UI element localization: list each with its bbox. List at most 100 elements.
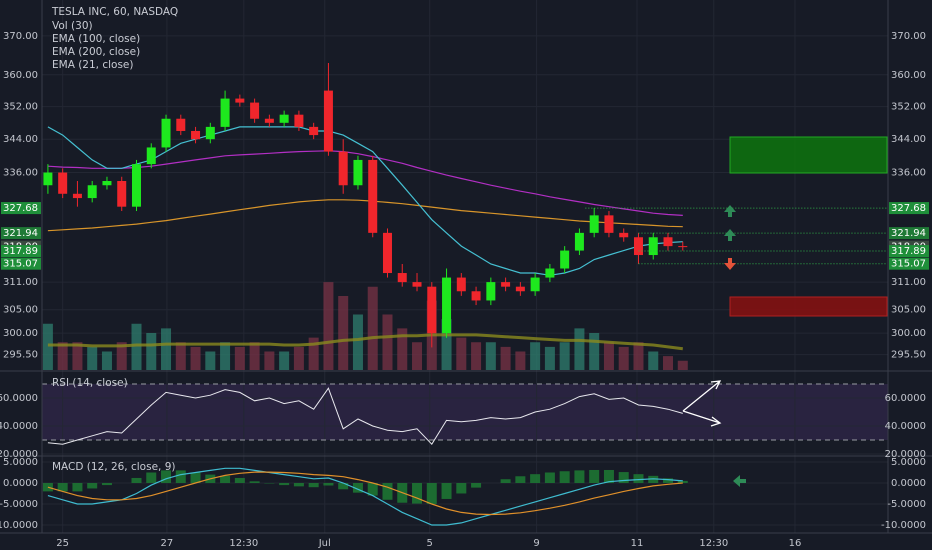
candle-body — [412, 282, 422, 287]
macd-histogram-bar — [146, 472, 157, 483]
candle-body — [560, 250, 570, 269]
macd-histogram-bar — [618, 472, 629, 483]
macd-histogram-bar — [323, 482, 334, 486]
candle-body — [131, 164, 141, 207]
y-tick-label: 60.0000 — [0, 393, 38, 404]
x-tick-label: 12:30 — [229, 538, 258, 549]
macd-histogram-bar — [220, 475, 231, 483]
marks — [42, 62, 888, 526]
volume-bar — [234, 346, 245, 370]
candle-body — [338, 151, 348, 186]
y-tick-label: -5.0000 — [887, 499, 926, 510]
volume-bar — [131, 323, 142, 370]
pane-title: RSI (14, close) — [52, 377, 128, 389]
volume-bar — [456, 337, 467, 370]
volume-bar — [57, 342, 68, 370]
y-tick-label: 0.0000 — [3, 478, 38, 489]
volume-bar — [559, 342, 570, 370]
candle-body — [633, 237, 643, 256]
macd-histogram-bar — [279, 482, 290, 486]
macd-histogram-bar — [249, 481, 260, 483]
level-label: 321.94 — [891, 228, 926, 239]
candle-body — [486, 282, 496, 301]
macd-histogram-bar — [352, 482, 363, 493]
volume-bar — [264, 351, 275, 370]
y-tick-label: 295.50 — [891, 350, 926, 361]
candle-body — [442, 277, 452, 334]
macd-histogram-bar — [530, 474, 541, 483]
volume-bar — [293, 346, 304, 370]
volume-bar — [485, 342, 496, 370]
arrow-down — [724, 258, 736, 270]
macd-histogram-bar — [589, 469, 600, 483]
y-tick-label: 352.00 — [3, 102, 38, 113]
level-label: 317.89 — [3, 246, 38, 257]
level-tag — [889, 245, 929, 258]
y-tick-label: 5.0000 — [891, 457, 926, 468]
y-tick-label: 311.00 — [3, 277, 38, 288]
macd-histogram-bar — [57, 482, 68, 492]
volume-bar — [544, 346, 555, 370]
macd-histogram-bar — [338, 482, 349, 490]
macd-histogram-bar — [308, 482, 319, 488]
y-tick-label: 305.00 — [3, 305, 38, 316]
y-tick-label: 311.00 — [891, 277, 926, 288]
volume-bar — [72, 342, 83, 370]
y-tick-label: 360.00 — [3, 70, 38, 81]
candle-body — [456, 277, 466, 292]
macd-histogram-bar — [603, 469, 614, 483]
level-tag — [889, 202, 929, 215]
volume-bar — [603, 342, 614, 370]
candle-body — [220, 98, 230, 127]
volume-bar — [412, 342, 423, 370]
x-tick-label: 16 — [789, 538, 802, 549]
arrow-up — [724, 205, 736, 217]
volume-bar — [101, 351, 112, 370]
candle-body — [678, 246, 688, 248]
macd-histogram-bar — [663, 478, 674, 483]
volume-ma — [47, 333, 683, 351]
legend-entry: Vol (30) — [52, 20, 93, 32]
level-label: 327.68 — [891, 203, 926, 214]
macd-histogram-bar — [426, 482, 437, 504]
level-label: 315.07 — [3, 259, 38, 270]
volume-bar — [530, 342, 541, 370]
y-tick-label: -10.0000 — [0, 520, 38, 531]
target-zone — [729, 136, 888, 174]
macd-histogram-bar — [559, 471, 570, 483]
x-tick-label: 11 — [631, 538, 644, 549]
volume-bar — [146, 333, 157, 370]
volume-bar — [175, 342, 186, 370]
volume-bar — [87, 346, 98, 370]
volume-bar — [471, 342, 482, 370]
macd-histogram-bar — [382, 482, 393, 500]
candle-body — [43, 172, 53, 186]
level-tag — [889, 257, 929, 270]
candle-body — [294, 114, 304, 127]
x-tick-label: 25 — [56, 538, 69, 549]
y-tick-label: 344.00 — [3, 134, 38, 145]
candle-body — [146, 147, 156, 165]
macd-histogram-bar — [131, 477, 142, 483]
macd-histogram-bar — [412, 482, 423, 504]
volume-bar — [161, 328, 172, 370]
y-tick-label: 5.0000 — [3, 457, 38, 468]
volume-bar — [205, 351, 216, 370]
macd-histogram-bar — [234, 477, 245, 483]
volume-bar — [220, 342, 231, 370]
volume-bar — [249, 342, 260, 370]
candle-body — [205, 126, 215, 140]
candle-body — [250, 102, 260, 119]
level-tag — [1, 245, 41, 258]
y-tick-label: 40.0000 — [885, 421, 926, 432]
candle-body — [58, 172, 68, 194]
stop-zone — [729, 296, 888, 317]
macd-histogram-bar — [101, 482, 112, 486]
macd-histogram-bar — [72, 482, 83, 492]
candle-body — [309, 126, 319, 136]
volume-bar — [397, 328, 408, 370]
volume-bar — [633, 342, 644, 370]
macd-line — [47, 467, 683, 526]
y-tick-label: 344.00 — [891, 134, 926, 145]
level-tag — [1, 227, 41, 240]
